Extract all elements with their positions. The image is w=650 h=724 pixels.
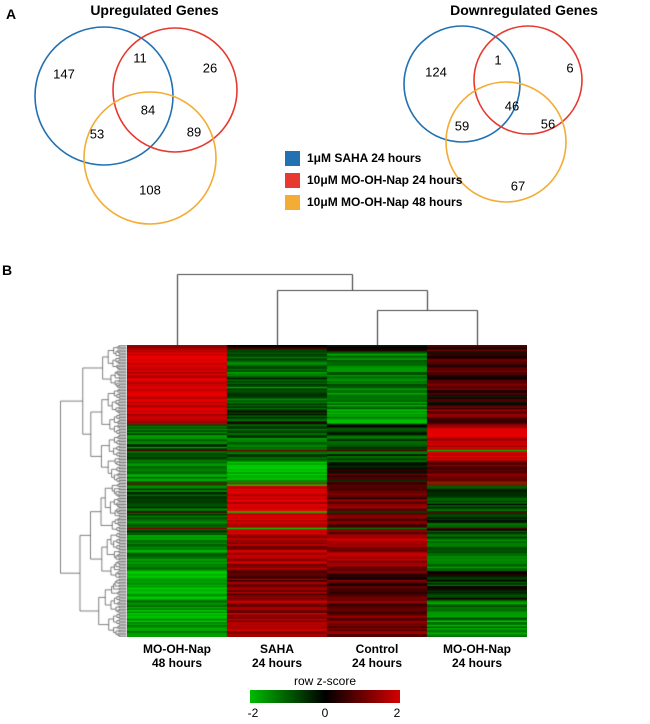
heatmap-col-label-control: Control 24 hours	[327, 642, 427, 670]
legend-item-nap24: 10μM MO-OH-Nap 24 hours	[285, 170, 462, 190]
count-up-all-three: 84	[140, 102, 156, 118]
col-label-line: SAHA	[259, 642, 294, 656]
count-down-all-three: 46	[504, 98, 520, 114]
saha-circle	[34, 26, 174, 166]
saha-color-swatch	[285, 150, 300, 166]
nap48-color-swatch	[285, 194, 300, 210]
colorbar-tick-zero: 0	[321, 706, 329, 720]
count-up-nap24-only: 26	[202, 60, 218, 76]
colorbar-title: row z-score	[293, 674, 356, 688]
col-label-line: MO-OH-Nap	[143, 642, 211, 656]
row-dendrogram	[58, 345, 127, 637]
col-label-line: MO-OH-Nap	[443, 642, 511, 656]
count-up-nap48-only: 108	[139, 182, 161, 198]
count-down-saha-nap24: 1	[494, 52, 502, 68]
colorbar-tick-max: 2	[393, 706, 401, 720]
col-label-line: 24 hours	[251, 656, 302, 670]
heatmap-col-label-nap48: MO-OH-Nap 48 hours	[127, 642, 227, 670]
count-down-nap24-only: 6	[566, 60, 574, 76]
nap24-circle	[112, 27, 238, 153]
nap24-color-swatch	[285, 172, 300, 188]
col-label-line: 24 hours	[451, 656, 502, 670]
legend-label-saha: 1μM SAHA 24 hours	[307, 151, 422, 165]
venn-downregulated-circles	[403, 25, 583, 203]
count-up-saha-nap48: 53	[89, 126, 105, 142]
panel-b-label: B	[2, 262, 13, 278]
treatment-legend: 1μM SAHA 24 hours 10μM MO-OH-Nap 24 hour…	[285, 148, 462, 214]
nap48-circle	[445, 81, 567, 203]
legend-label-nap24: 10μM MO-OH-Nap 24 hours	[307, 173, 463, 187]
legend-item-nap48: 10μM MO-OH-Nap 48 hours	[285, 192, 462, 212]
venn-upregulated-circles	[34, 26, 238, 225]
count-up-saha-only: 147	[53, 66, 75, 82]
nap24-circle	[473, 25, 583, 135]
panel-a-label: A	[6, 6, 17, 22]
col-label-line: 48 hours	[151, 656, 202, 670]
col-label-line: Control	[355, 642, 399, 656]
count-down-saha-nap48: 59	[454, 118, 470, 134]
count-down-nap24-nap48: 56	[540, 116, 556, 132]
legend-item-saha: 1μM SAHA 24 hours	[285, 148, 462, 168]
venn-upregulated: Upregulated Genes 147 11 26 53 84 89 108	[12, 2, 297, 252]
count-down-saha-only: 124	[425, 64, 447, 80]
venn-downregulated-title: Downregulated Genes	[450, 2, 598, 18]
count-up-saha-nap24: 11	[133, 50, 147, 66]
colorbar-tick-min: -2	[247, 706, 259, 720]
heatmap-col-label-nap24: MO-OH-Nap 24 hours	[427, 642, 527, 670]
heatmap-canvas	[127, 345, 527, 637]
colorbar-gradient	[250, 690, 400, 703]
column-dendrogram	[127, 266, 527, 345]
nap48-circle	[83, 91, 217, 225]
venn-downregulated: Downregulated Genes 124 1 6 59 46 56 67	[368, 2, 640, 252]
heatmap-col-label-saha: SAHA 24 hours	[227, 642, 327, 670]
venn-upregulated-title: Upregulated Genes	[90, 2, 219, 18]
col-label-line: 24 hours	[351, 656, 402, 670]
count-up-nap24-nap48: 89	[186, 124, 202, 140]
count-down-nap48-only: 67	[510, 178, 526, 194]
legend-label-nap48: 10μM MO-OH-Nap 48 hours	[307, 195, 463, 209]
